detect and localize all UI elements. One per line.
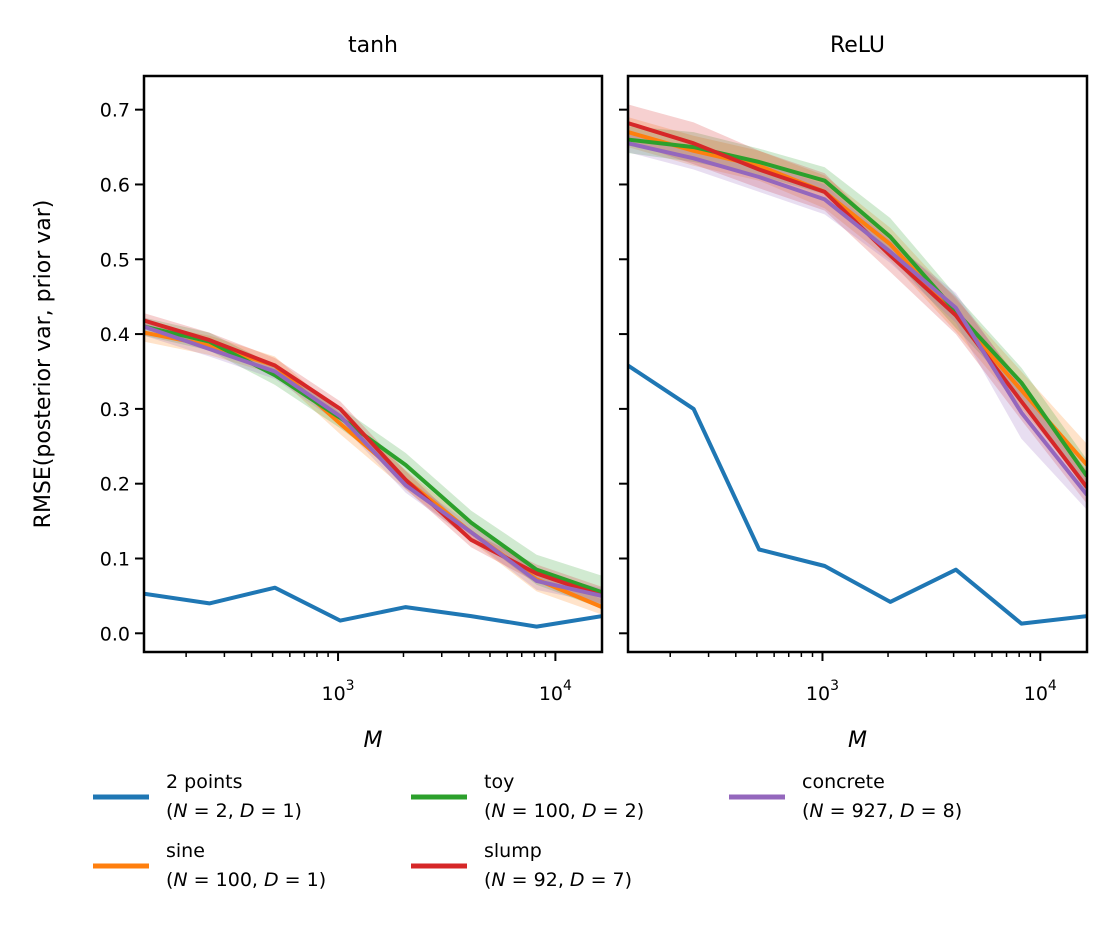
legend-d-value: = 1) — [279, 869, 327, 891]
series-line-slump — [144, 318, 602, 598]
legend-label: toy — [484, 771, 514, 793]
legend-item-two_points: 2 points (N = 2, D = 1) — [93, 771, 302, 822]
y-axis-label: RMSE(posterior var, prior var) — [31, 200, 56, 529]
y-tick-label: 0.7 — [100, 100, 130, 122]
legend-label: slump — [484, 840, 542, 862]
plot-area — [628, 104, 1087, 626]
series-line-two_points — [144, 585, 602, 629]
legend-n-value: = 92, — [506, 869, 570, 891]
panel-relu: 103 104 ReLU M — [619, 33, 1089, 753]
legend-d-value: = 7) — [585, 869, 633, 891]
y-tick-label: 0.4 — [100, 324, 130, 346]
x-tick-label: 103 — [806, 678, 839, 705]
panel-title: tanh — [348, 33, 398, 58]
legend-params: (N = 100, D = 1) — [166, 869, 326, 891]
legend-item-concrete: concrete (N = 927, D = 8) — [729, 771, 962, 822]
legend-label: concrete — [802, 771, 885, 793]
legend-params: (N = 927, D = 8) — [802, 800, 962, 822]
x-axis-label: M — [364, 728, 383, 753]
x-tick-label: 104 — [539, 678, 572, 705]
legend-params: (N = 92, D = 7) — [484, 869, 632, 891]
band-toy — [628, 126, 1087, 493]
legend-item-sine: sine (N = 100, D = 1) — [93, 840, 326, 891]
legend-params: (N = 100, D = 2) — [484, 800, 644, 822]
y-tick-label: 0.6 — [100, 174, 130, 196]
y-tick-label: 0.3 — [100, 399, 130, 421]
plot-frame — [142, 74, 604, 654]
plot-area — [144, 313, 602, 629]
legend-n-value: = 2, — [188, 800, 240, 822]
x-tick-label: 104 — [1024, 678, 1057, 705]
y-tick-label: 0.2 — [100, 474, 130, 496]
series-line-concrete — [628, 141, 1087, 497]
series-line-sine — [628, 130, 1087, 467]
plot-frame — [626, 74, 1089, 654]
band-concrete — [144, 317, 602, 604]
y-tick-label: 0.1 — [100, 548, 130, 570]
legend-item-toy: toy (N = 100, D = 2) — [411, 771, 644, 822]
legend-d-value: = 8) — [915, 800, 963, 822]
series-line-two_points — [628, 363, 1087, 626]
legend-n-value: = 927, — [824, 800, 900, 822]
series-line-concrete — [144, 324, 602, 598]
legend-params: (N = 2, D = 1) — [166, 800, 302, 822]
y-tick-label: 0.0 — [100, 623, 130, 645]
legend-item-slump: slump (N = 92, D = 7) — [411, 840, 632, 891]
legend-n-value: = 100, — [506, 800, 582, 822]
legend-d-value: = 2) — [597, 800, 645, 822]
panel-title: ReLU — [830, 33, 885, 58]
legend-label: 2 points — [166, 771, 242, 793]
x-axis-label: M — [848, 728, 867, 753]
legend-label: sine — [166, 840, 205, 862]
x-tick-label: 103 — [321, 678, 354, 705]
legend-n-value: = 100, — [188, 869, 264, 891]
band-concrete — [628, 134, 1087, 510]
panel-tanh: 0.0 0.1 0.2 0.3 0.4 0.5 0.6 0.7 103 104 tanh M RMSE(… — [31, 33, 604, 753]
legend: 2 points (N = 2, D = 1) sine (N = 100, D = … — [93, 771, 962, 891]
legend-d-value: = 1) — [254, 800, 302, 822]
y-tick-label: 0.5 — [100, 249, 130, 271]
